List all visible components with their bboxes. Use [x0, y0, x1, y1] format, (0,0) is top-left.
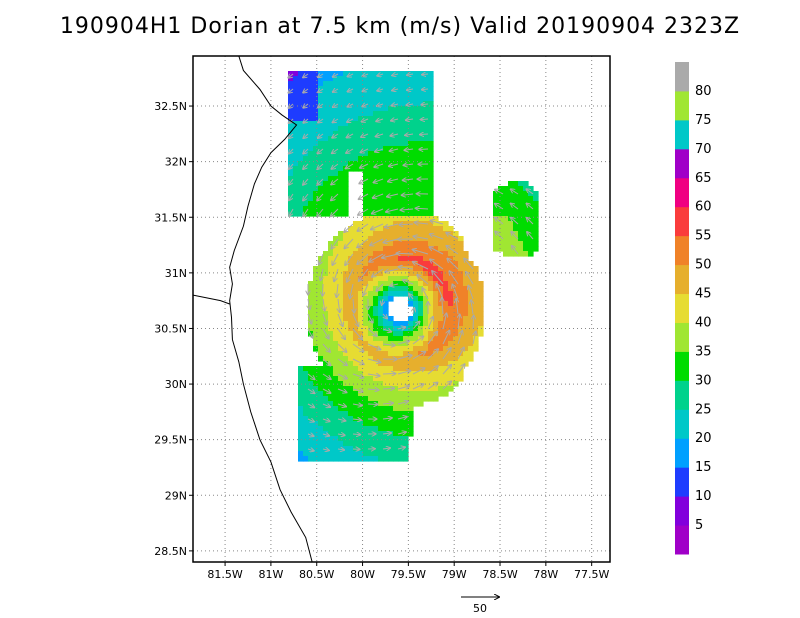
colorbar-label: 40: [695, 315, 712, 330]
colorbar-label: 60: [695, 200, 712, 215]
colorbar-swatch: [675, 467, 689, 497]
colorbar-label: 75: [695, 113, 712, 128]
colorbar-swatch: [675, 293, 689, 323]
colorbar-label: 35: [695, 344, 712, 359]
colorbar-label: 20: [695, 431, 712, 446]
colorbar-swatch: [675, 409, 689, 439]
plot-frame: [192, 55, 611, 563]
lat-tick-label: 31N: [165, 267, 187, 280]
lon-tick-label: 80W: [350, 568, 375, 581]
colorbar-swatch: [675, 148, 689, 179]
lat-tick-label: 32.5N: [154, 100, 187, 113]
lat-lon-grid: [193, 56, 610, 562]
lon-tick-label: 80.5W: [299, 568, 334, 581]
colorbar-swatch: [675, 496, 689, 526]
colorbar-label: 10: [695, 489, 712, 504]
colorbar-swatch: [675, 177, 689, 208]
coastline-path: [229, 56, 313, 562]
colorbar-label: 65: [695, 171, 712, 186]
axis-tick-labels: 81.5W 81W 80.5W 80W 79.5W 79W 78.5W 78W 77.5W 28.…: [154, 100, 609, 581]
colorbar-label: 5: [695, 518, 703, 533]
state-border-path: [193, 294, 230, 305]
lon-tick-label: 79W: [442, 568, 467, 581]
colorbar-label: 45: [695, 287, 712, 302]
colorbar-label: 70: [695, 142, 712, 157]
lon-tick-label: 77.5W: [574, 568, 609, 581]
coastline: [193, 56, 313, 562]
lon-tick-label: 81W: [258, 568, 283, 581]
colorbar-label: 30: [695, 373, 712, 388]
colorbar-swatch: [675, 380, 689, 410]
lon-tick-label: 78W: [533, 568, 558, 581]
lon-tick-label: 79.5W: [391, 568, 426, 581]
colorbar-label: 15: [695, 460, 712, 475]
colorbar-label: 50: [695, 258, 712, 273]
lat-tick-label: 28.5N: [154, 545, 187, 558]
lat-tick-label: 29.5N: [154, 434, 187, 447]
lat-tick-label: 29N: [165, 489, 187, 502]
colorbar-label: 55: [695, 229, 712, 244]
colorbar: 5 10 15 20 25 30 35 40 45 50 55 60 65 70 75 80: [675, 62, 712, 555]
lat-tick-label: 31.5N: [154, 211, 187, 224]
colorbar-label: 80: [695, 84, 712, 99]
lat-tick-label: 30N: [165, 378, 187, 391]
colorbar-swatch: [675, 62, 689, 92]
lon-tick-label: 81.5W: [207, 568, 242, 581]
wind-speed-field: [288, 71, 539, 462]
reference-vector: 50: [461, 597, 499, 615]
colorbar-swatch: [675, 351, 689, 381]
lat-tick-label: 32N: [165, 156, 187, 169]
colorbar-swatch: [675, 438, 689, 468]
chart-title: 190904H1 Dorian at 7.5 km (m/s) Valid 20…: [59, 14, 741, 39]
colorbar-swatch: [675, 119, 689, 150]
reference-vector-label: 50: [473, 602, 487, 615]
wind-vectors: [288, 74, 534, 451]
lat-tick-label: 30.5N: [154, 322, 187, 335]
colorbar-swatch: [675, 264, 689, 295]
colorbar-label: 25: [695, 402, 712, 417]
lon-tick-label: 78.5W: [482, 568, 517, 581]
colorbar-swatch: [675, 206, 689, 237]
colorbar-swatch: [675, 235, 689, 266]
colorbar-swatch: [675, 90, 689, 121]
colorbar-swatch: [675, 525, 689, 555]
colorbar-swatch: [675, 322, 689, 352]
